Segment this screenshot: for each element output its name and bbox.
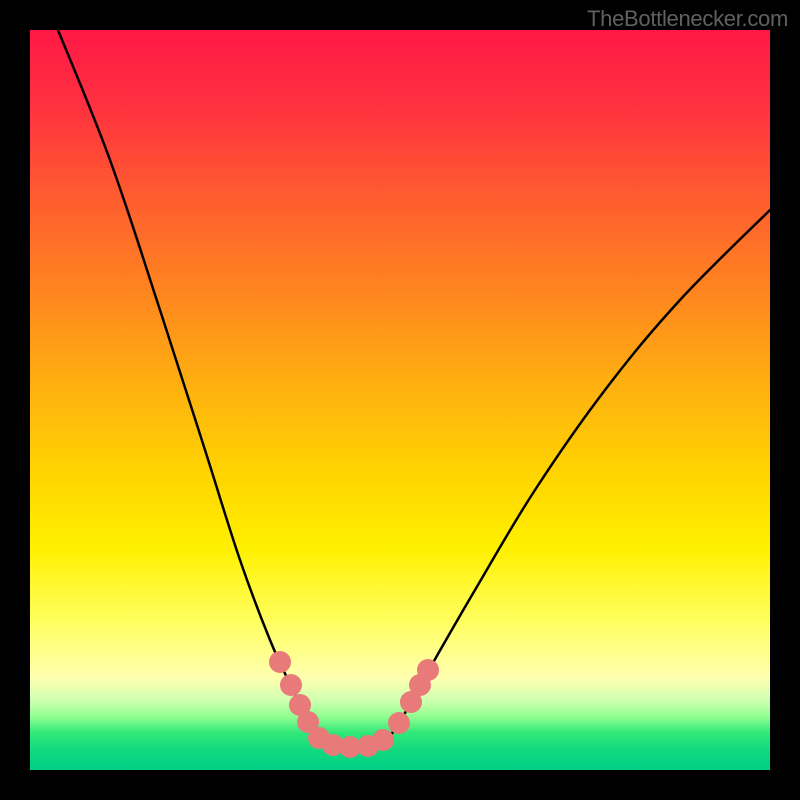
valley-marker [372,729,394,751]
valley-marker [280,674,302,696]
valley-marker [388,712,410,734]
gradient-background [30,30,770,770]
chart-svg [30,30,770,770]
chart-frame: TheBottlenecker.com [0,0,800,800]
valley-marker [417,659,439,681]
watermark-text: TheBottlenecker.com [587,6,788,32]
valley-marker [269,651,291,673]
plot-area [30,30,770,770]
